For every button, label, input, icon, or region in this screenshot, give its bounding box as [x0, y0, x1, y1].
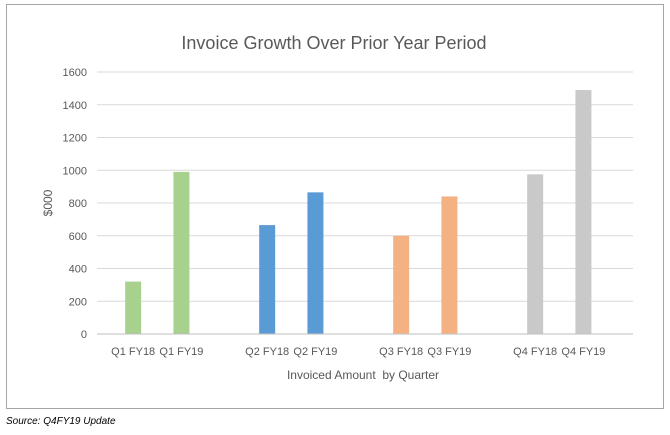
invoice-growth-chart: Invoice Growth Over Prior Year Period 0 2…: [41, 33, 633, 382]
y-tick-label: 1000: [63, 165, 87, 177]
y-tick-label: 400: [69, 264, 87, 276]
y-tick-label: 1200: [63, 133, 87, 145]
bar-q2-fy19: [307, 192, 324, 334]
bar-q4-fy18: [527, 174, 544, 334]
x-tick-label: Q4 FY19: [561, 346, 605, 358]
y-tick-label: 1400: [63, 100, 87, 112]
bar-q1-fy19: [173, 171, 190, 334]
x-axis-ticks: Q1 FY18 Q1 FY19 Q2 FY18 Q2 FY19 Q3 FY18 Q3 FY…: [111, 346, 605, 358]
x-tick-label: Q3 FY18: [379, 346, 423, 358]
bar-q1-fy18: [125, 281, 142, 334]
bar-q3-fy19: [441, 196, 458, 334]
x-tick-label: Q2 FY18: [245, 346, 289, 358]
y-tick-label: 600: [69, 231, 87, 243]
x-tick-label: Q1 FY19: [159, 346, 203, 358]
y-tick-label: 800: [69, 198, 87, 210]
bar-q3-fy18: [393, 235, 410, 334]
y-tick-label: 200: [69, 296, 87, 308]
y-tick-label: 0: [81, 329, 87, 341]
y-axis-ticks: 0 200 400 600 800 1000 1200 1400 1600: [63, 67, 87, 341]
y-axis-label: $000: [41, 189, 55, 216]
x-tick-label: Q1 FY18: [111, 346, 155, 358]
x-tick-label: Q2 FY19: [293, 346, 337, 358]
chart-title: Invoice Growth Over Prior Year Period: [181, 33, 486, 53]
bar-q2-fy18: [259, 225, 276, 334]
x-tick-label: Q4 FY18: [513, 346, 557, 358]
x-tick-label: Q3 FY19: [427, 346, 471, 358]
bar-q4-fy19: [575, 90, 592, 334]
y-tick-label: 1600: [63, 67, 87, 79]
x-axis-label: Invoiced Amount by Quarter: [287, 368, 439, 382]
bars: [125, 90, 592, 334]
source-note: Source: Q4FY19 Update: [6, 416, 116, 427]
